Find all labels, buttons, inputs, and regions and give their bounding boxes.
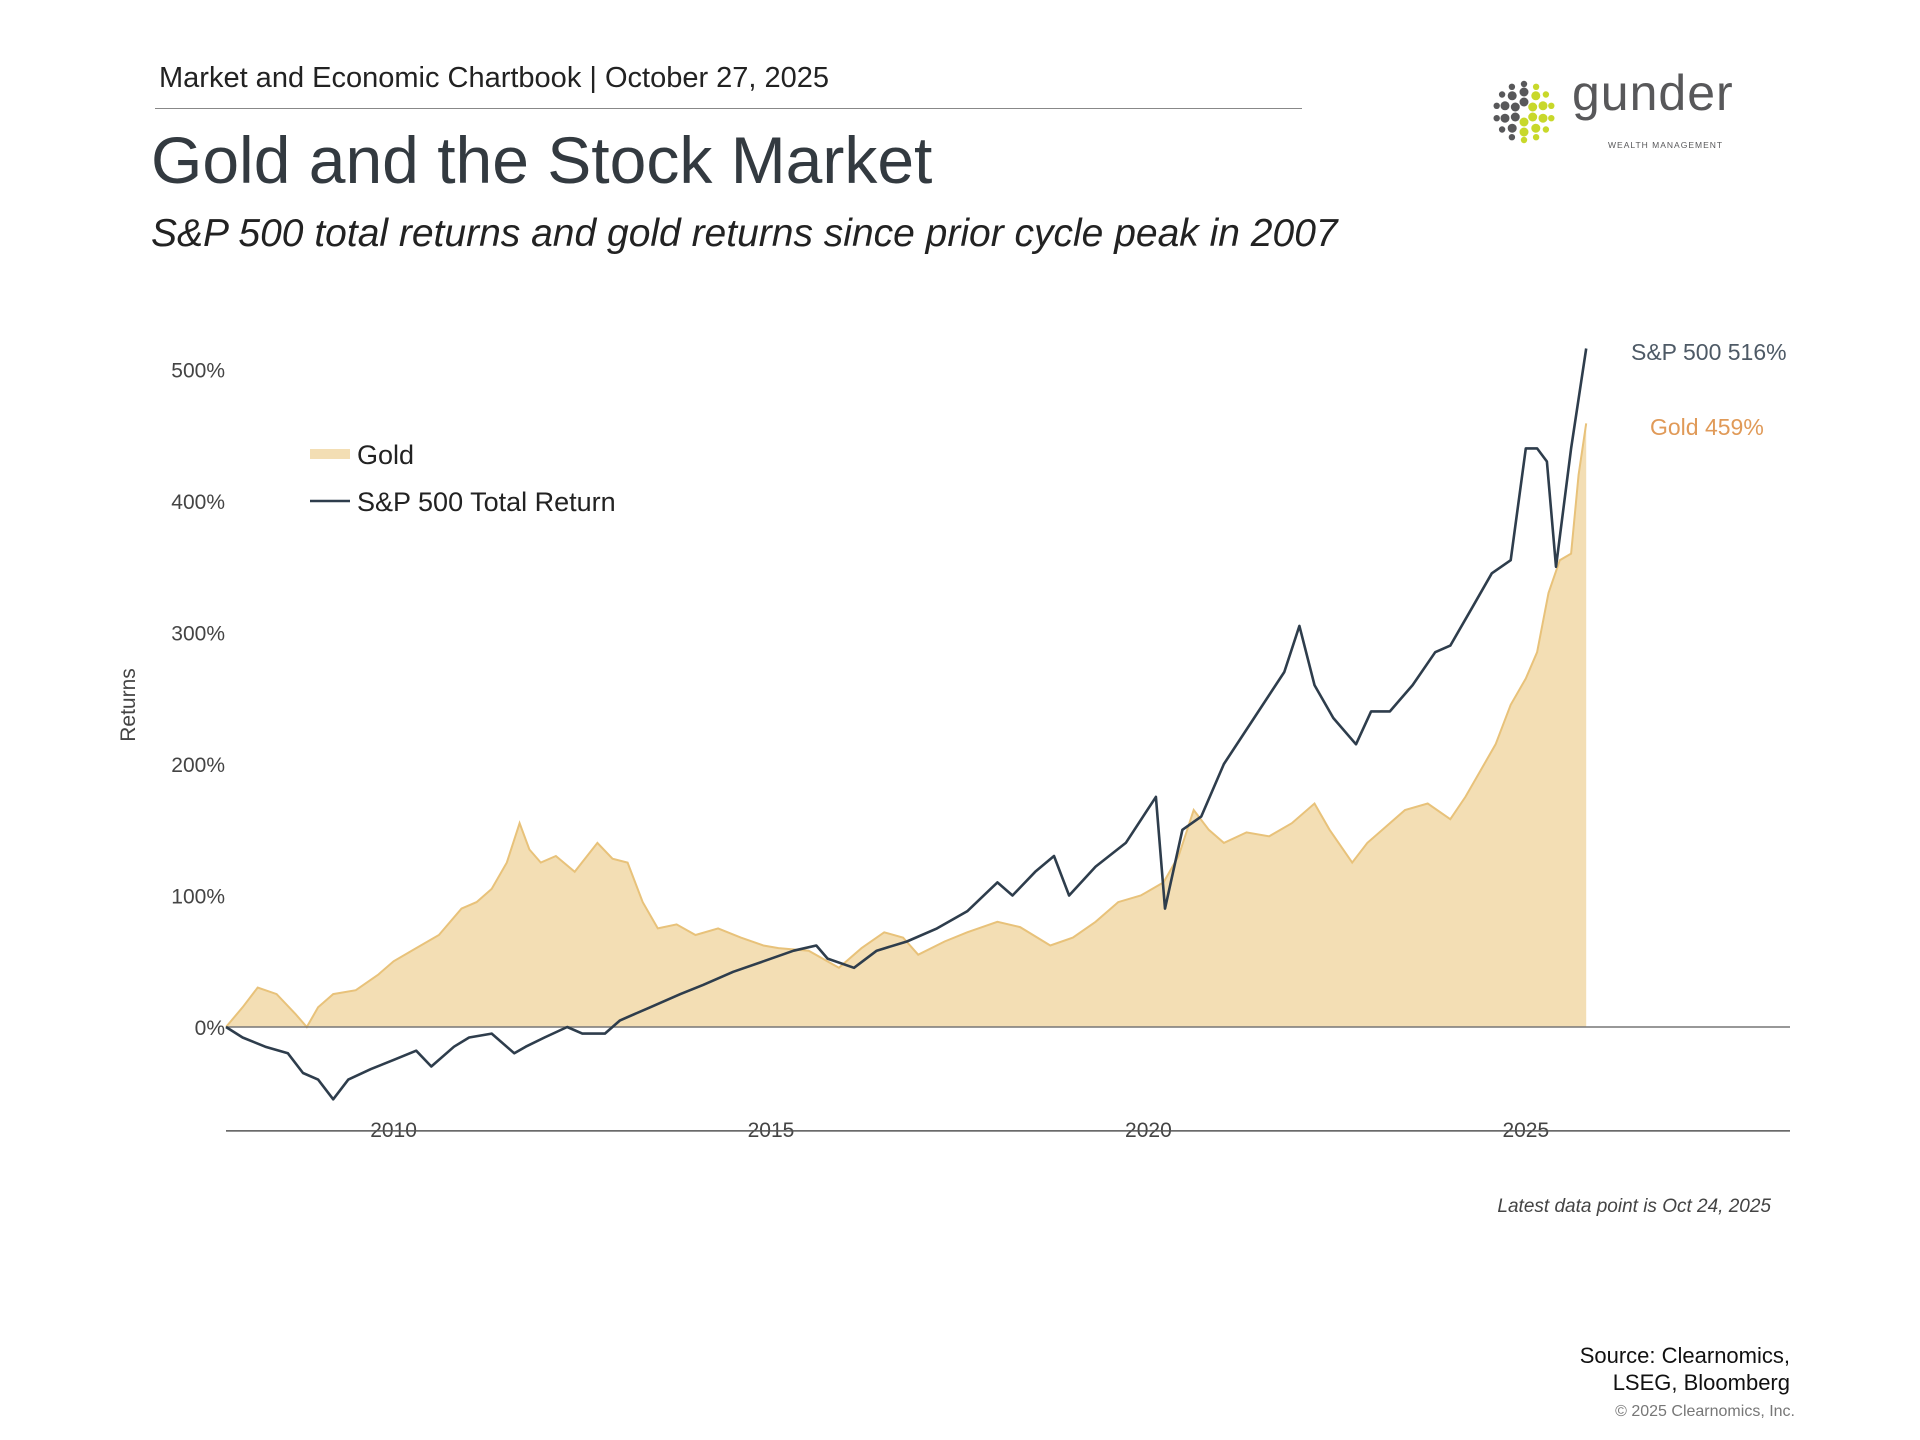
logo-tagline: WEALTH MANAGEMENT [1608,140,1723,150]
page-subtitle: S&P 500 total returns and gold returns s… [151,212,1338,255]
logo-dot [1519,117,1529,127]
sp500-line [225,348,1588,1101]
logo-dot [1500,101,1510,111]
latest-data-note: Latest data point is Oct 24, 2025 [1497,1196,1771,1217]
gunder-logo: gunder WEALTH MANAGEMENT [1482,65,1782,162]
y-tick-label: 100% [171,886,225,909]
y-tick-label: 300% [171,623,225,646]
y-tick-label: 400% [171,491,225,514]
logo-dot [1520,136,1528,144]
logo-dot [1542,126,1550,133]
chartbook-header: Market and Economic Chartbook | October … [159,62,830,94]
source-line-2: LSEG, Bloomberg [1612,1370,1790,1395]
logo-dot [1507,91,1517,101]
y-axis-label: Returns [117,668,140,742]
logo-mark-icon: gunder WEALTH MANAGEMENT [1493,65,1734,150]
legend-gold-swatch [310,449,350,459]
logo-dot [1510,112,1520,122]
logo-dot [1493,115,1500,122]
logo-dot [1528,112,1538,122]
logo-dot [1507,123,1517,133]
gold-area [226,423,1587,1027]
gold-end-label: Gold 459% [1650,414,1764,440]
source-line-1: Source: Clearnomics, [1579,1343,1790,1368]
logo-dot [1500,113,1510,123]
logo-dot [1498,91,1506,98]
logo-dot [1531,91,1541,101]
logo-dot [1532,134,1540,141]
logo-dot [1510,102,1520,112]
logo-dot [1532,83,1540,90]
copyright: © 2025 Clearnomics, Inc. [1615,1403,1795,1420]
logo-dot [1519,127,1529,137]
legend-gold-label: Gold [357,440,414,470]
y-tick-label: 200% [171,754,225,777]
logo-dot [1531,123,1541,133]
logo-dot [1538,113,1548,123]
logo-dot [1548,115,1555,122]
legend: Gold S&P 500 Total Return [310,440,616,517]
logo-dot [1493,102,1500,109]
y-tick-label: 0% [195,1017,225,1040]
logo-dot [1542,91,1550,98]
logo-dot [1519,87,1529,97]
sp500-end-label: S&P 500 516% [1631,339,1787,365]
logo-dot [1520,80,1528,88]
logo-wordmark: gunder [1572,66,1734,121]
y-tick-label: 500% [171,360,225,383]
legend-sp500-label: S&P 500 Total Return [357,487,616,517]
logo-dot [1548,102,1555,109]
logo-dot [1528,102,1538,112]
logo-dot [1519,97,1529,107]
logo-dot [1538,101,1548,111]
page-title: Gold and the Stock Market [151,123,933,197]
source-note: Source: Clearnomics, LSEG, Bloomberg [1580,1342,1790,1396]
header-divider [155,108,1302,109]
logo-dot [1508,134,1516,141]
logo-dot [1498,126,1506,133]
gold-line [225,423,1588,1029]
logo-dot [1508,83,1516,90]
